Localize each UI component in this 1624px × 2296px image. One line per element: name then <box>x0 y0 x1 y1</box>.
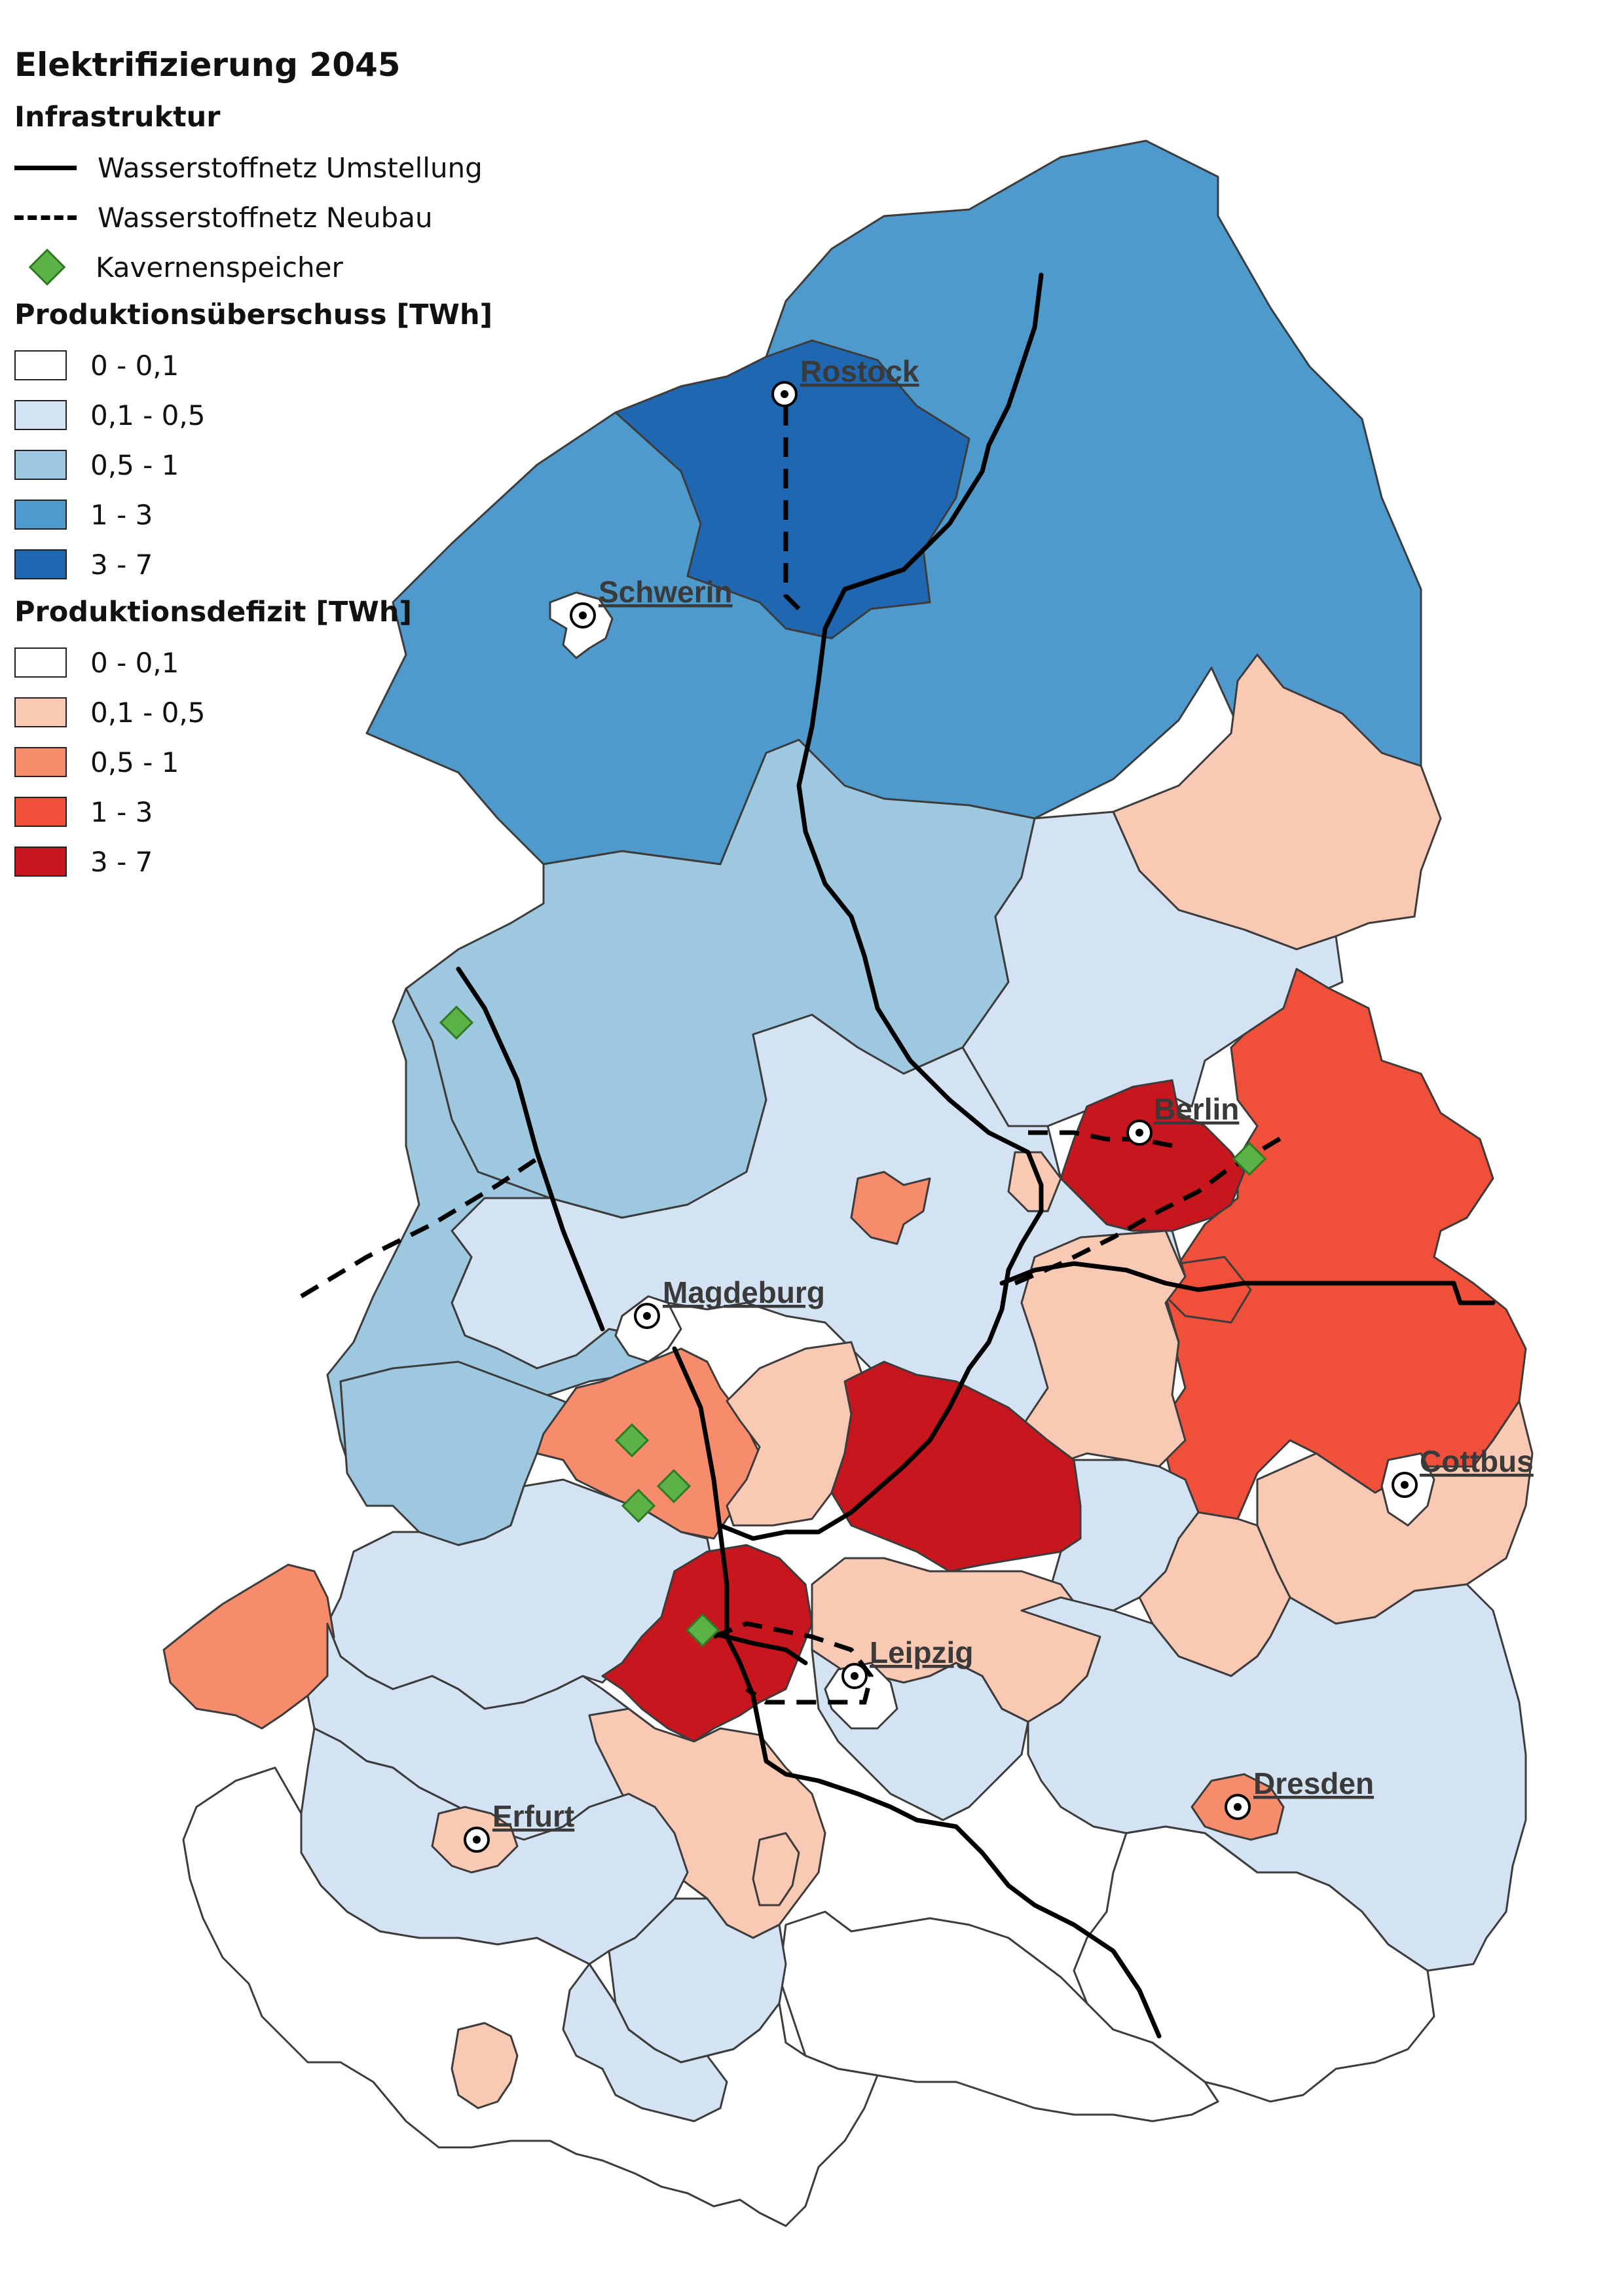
city-label-leipzig: Leipzig <box>870 1635 973 1669</box>
cavern-storage-marker <box>685 1613 720 1648</box>
cavern-storage-marker <box>614 1423 650 1458</box>
h2-pipeline-neubau-berlin <box>1028 1130 1173 1148</box>
legend-swatch <box>14 350 67 380</box>
legend-class-label: 0,1 - 0,5 <box>90 399 206 431</box>
legend-class-label: 0,5 - 1 <box>90 448 179 481</box>
city-dresden: Dresden <box>1225 1766 1374 1820</box>
legend-swatch <box>14 500 67 530</box>
region-saale-orla <box>562 1963 728 2123</box>
region-magdeburg <box>614 1295 682 1363</box>
region-potsdam <box>1007 1151 1062 1212</box>
h2-pipeline-umstellung-central <box>672 1346 1162 2039</box>
legend-deficit-class: 0 - 0,1 <box>14 638 492 687</box>
cavern-storage-marker <box>656 1468 692 1504</box>
h2-pipeline-neubau-west <box>300 1157 538 1299</box>
city-rostock: Rostock <box>771 354 919 407</box>
city-label-schwerin: Schwerin <box>599 575 733 609</box>
legend: Elektrifizierung 2045 Infrastruktur Wass… <box>14 46 492 886</box>
region-ne-brandenburg <box>961 811 1344 1127</box>
map-title: Elektrifizierung 2045 <box>14 46 401 84</box>
legend-deficit-class: 0,5 - 1 <box>14 737 492 787</box>
legend-deficit-heading: Produktionsdefizit [TWh] <box>14 596 413 629</box>
legend-swatch <box>14 847 67 877</box>
solid-line-icon <box>14 165 77 170</box>
legend-deficit-class: 0,1 - 0,5 <box>14 687 492 737</box>
legend-surplus-heading: Produktionsüberschuss [TWh] <box>14 299 493 331</box>
region-salzland <box>536 1347 761 1540</box>
legend-solid-line: Wasserstoffnetz Umstellung <box>14 143 492 192</box>
city-label-magdeburg: Magdeburg <box>663 1275 825 1309</box>
h2-pipeline-umstellung-north <box>718 272 1044 1541</box>
cavern-storage-marker <box>621 1488 656 1523</box>
legend-class-label: 1 - 3 <box>90 498 153 531</box>
city-leipzig: Leipzig <box>841 1635 973 1689</box>
legend-swatch <box>14 797 67 827</box>
region-brb <box>850 1171 931 1245</box>
legend-storage-label: Kavernenspeicher <box>96 251 343 283</box>
legend-class-label: 0,1 - 0,5 <box>90 696 206 729</box>
h2-pipeline-umstellung-east <box>999 1261 1496 1305</box>
legend-dashed-line-label: Wasserstoffnetz Neubau <box>98 201 433 234</box>
legend-swatch <box>14 549 67 579</box>
h2-pipeline-umstellung-west <box>456 966 605 1332</box>
legend-deficit-class: 3 - 7 <box>14 837 492 886</box>
region-east-saxony <box>1020 1583 1527 1972</box>
cavern-storage-marker <box>1232 1141 1267 1176</box>
legend-class-label: 0 - 0,1 <box>90 349 179 382</box>
legend-surplus-class: 0,5 - 1 <box>14 440 492 490</box>
city-magdeburg: Magdeburg <box>634 1275 825 1329</box>
legend-solid-line-label: Wasserstoffnetz Umstellung <box>98 151 483 184</box>
region-anhalt <box>726 1341 866 1527</box>
city-markers: Rostock Schwerin Berlin Magdeburg Cottbu… <box>464 354 1534 1853</box>
legend-surplus-class: 1 - 3 <box>14 490 492 539</box>
legend-class-label: 0 - 0,1 <box>90 646 179 679</box>
region-wittenberg <box>830 1360 1082 1573</box>
city-cottbus: Cottbus <box>1392 1444 1534 1498</box>
legend-infrastructure-heading: Infrastruktur <box>14 101 221 134</box>
diamond-icon <box>28 248 66 286</box>
legend-swatch <box>14 697 67 727</box>
city-berlin: Berlin <box>1126 1092 1239 1146</box>
legend-class-label: 1 - 3 <box>90 795 153 828</box>
legend-storage: Kavernenspeicher <box>14 242 492 292</box>
legend-deficit-class: 1 - 3 <box>14 787 492 837</box>
legend-swatch <box>14 747 67 777</box>
region-burgenland <box>601 1544 813 1743</box>
legend-surplus-class: 0,1 - 0,5 <box>14 390 492 440</box>
legend-class-label: 3 - 7 <box>90 548 153 581</box>
city-schwerin: Schwerin <box>570 575 733 629</box>
region-suhl <box>451 2022 519 2109</box>
region-saxony-east-white <box>1073 1825 1435 2103</box>
legend-swatch <box>14 450 67 480</box>
city-label-dresden: Dresden <box>1253 1766 1374 1800</box>
legend-class-label: 0,5 - 1 <box>90 746 179 778</box>
city-erfurt: Erfurt <box>464 1799 574 1853</box>
legend-swatch <box>14 647 67 678</box>
region-altenburg <box>752 1832 800 1906</box>
region-elbe-elster <box>1046 1459 1200 1618</box>
cavern-storage-marker <box>439 1005 474 1040</box>
city-label-cottbus: Cottbus <box>1420 1444 1534 1478</box>
h2-pipeline-neubau-leipzig <box>712 1621 874 1705</box>
city-label-berlin: Berlin <box>1154 1092 1239 1126</box>
city-label-erfurt: Erfurt <box>492 1799 574 1833</box>
city-label-rostock: Rostock <box>800 354 919 388</box>
legend-class-label: 3 - 7 <box>90 845 153 878</box>
legend-surplus-class: 0 - 0,1 <box>14 340 492 390</box>
legend-swatch <box>14 400 67 430</box>
h2-pipeline-neubau-rostock <box>783 406 801 611</box>
legend-dashed-line: Wasserstoffnetz Neubau <box>14 192 492 242</box>
dashed-line-icon <box>14 215 77 220</box>
legend-surplus-class: 3 - 7 <box>14 539 492 589</box>
